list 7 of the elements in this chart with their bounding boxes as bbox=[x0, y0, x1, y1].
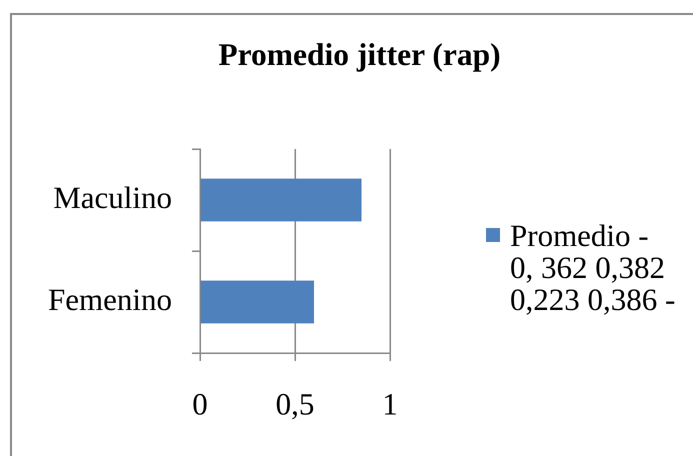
x-tick-label: 1 bbox=[382, 386, 398, 422]
y-tick-label: Femenino bbox=[48, 282, 172, 318]
x-tick-label: 0 bbox=[192, 386, 208, 422]
chart-title: Promedio jitter (rap) bbox=[217, 37, 502, 73]
legend-label: Promedio - 0, 362 0,382 0,223 0,386 - bbox=[510, 218, 676, 317]
x-tick-label: 0,5 bbox=[276, 386, 314, 422]
y-tick-label: Maculino bbox=[53, 180, 172, 216]
